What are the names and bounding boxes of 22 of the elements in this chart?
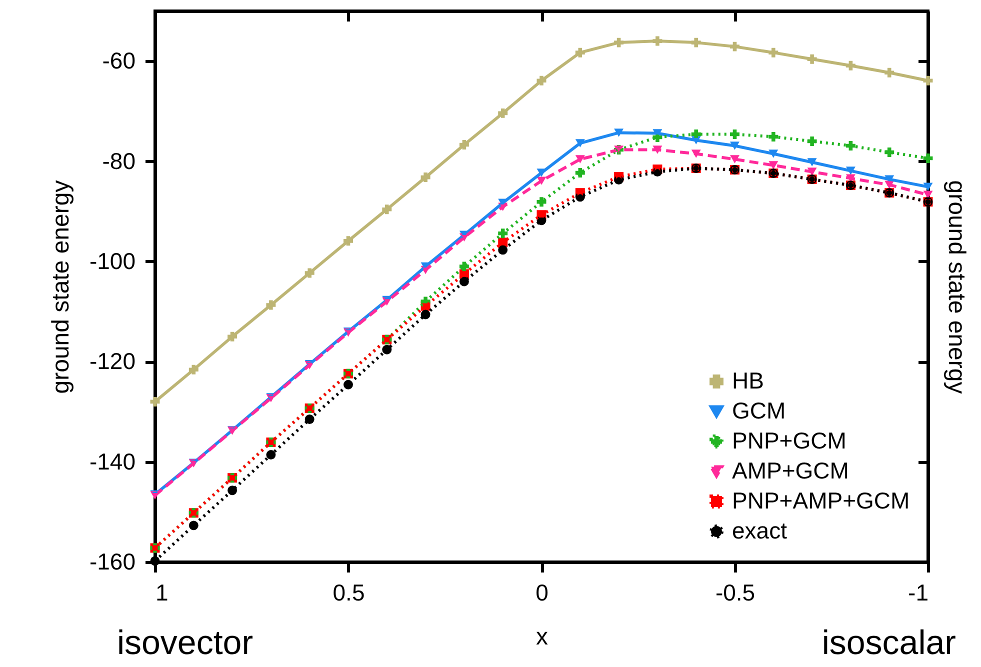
y-tick-label: -80 (102, 148, 136, 174)
text: isovector (116, 624, 254, 662)
legend-label: PNP+AMP+GCM (732, 488, 910, 514)
legend-label: exact (732, 518, 788, 544)
x-tick-label: 0.5 (332, 580, 365, 606)
legend-label: AMP+GCM (732, 458, 849, 484)
y-tick-label: -120 (89, 348, 136, 374)
y-tick-label: -100 (89, 248, 136, 274)
x-axis-title: x (536, 624, 548, 650)
x-tick-label: 1 (156, 580, 168, 606)
x-tick-label: 0 (536, 580, 548, 606)
text: isoscalar (822, 624, 956, 662)
y-tick-label: -140 (89, 448, 136, 474)
legend-label: GCM (732, 398, 786, 424)
y2-axis-title: ground state energy (943, 180, 970, 394)
x-tick-label: -0.5 (715, 580, 756, 606)
y-tick-label: -60 (102, 48, 136, 74)
y-axis-title: ground state energy (47, 180, 74, 394)
legend-label: PNP+GCM (732, 428, 846, 454)
x-tick-label: -1 (908, 580, 928, 606)
legend-label: HB (732, 368, 764, 394)
y-tick-label: -160 (89, 548, 136, 574)
